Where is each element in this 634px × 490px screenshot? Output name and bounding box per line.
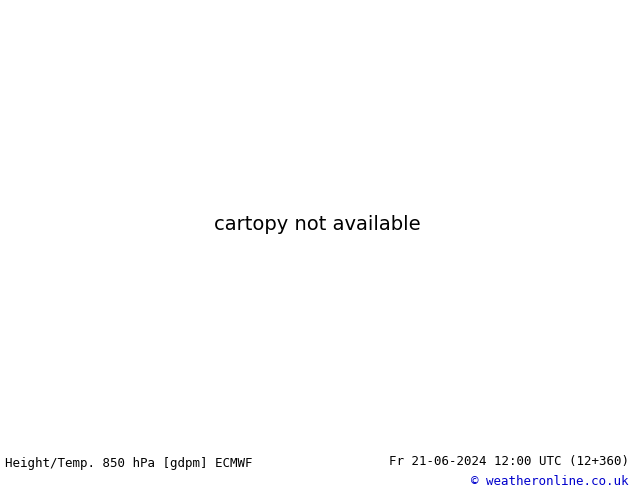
- Text: © weatheronline.co.uk: © weatheronline.co.uk: [472, 475, 629, 488]
- Text: Height/Temp. 850 hPa [gdpm] ECMWF: Height/Temp. 850 hPa [gdpm] ECMWF: [5, 457, 252, 470]
- Text: Fr 21-06-2024 12:00 UTC (12+360): Fr 21-06-2024 12:00 UTC (12+360): [389, 455, 629, 467]
- Text: cartopy not available: cartopy not available: [214, 216, 420, 234]
